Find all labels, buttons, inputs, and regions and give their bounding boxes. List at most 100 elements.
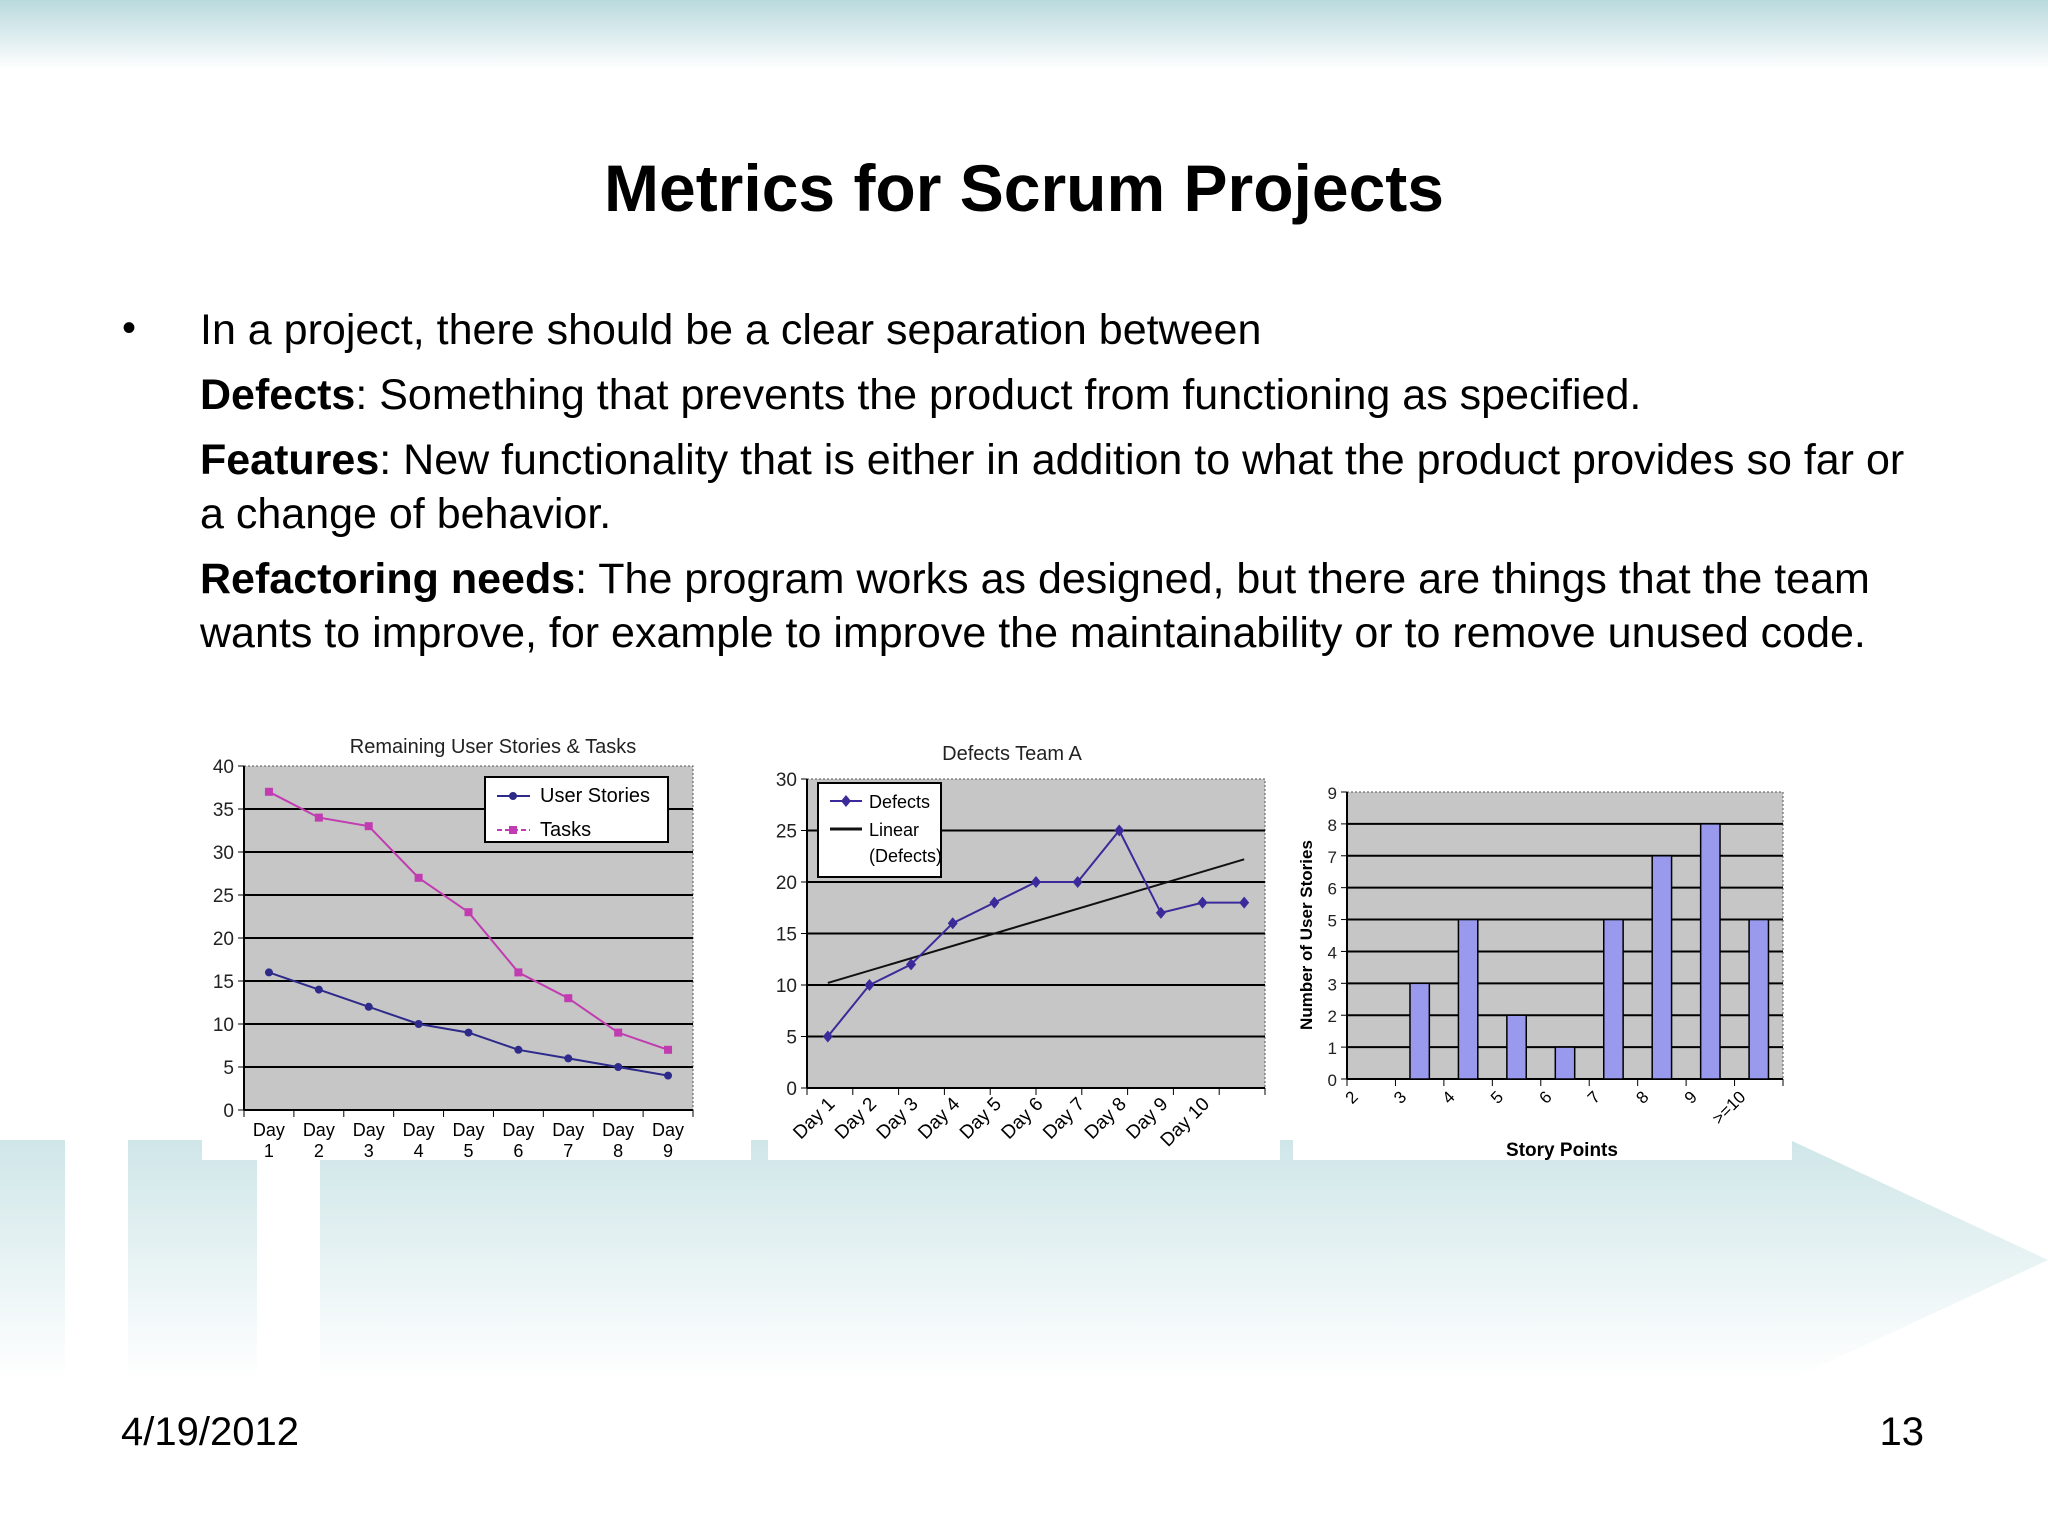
trendline-linear-defects <box>827 858 1245 984</box>
legend-label: User Stories <box>540 785 650 807</box>
definition: : Something that prevents the product fr… <box>355 371 1642 419</box>
y-tick-label: 5 <box>1328 912 1337 931</box>
y-tick-label: 10 <box>776 976 797 997</box>
data-point <box>614 1063 623 1071</box>
x-tick-label: Day <box>452 1120 484 1140</box>
y-tick-label: 1 <box>1328 1039 1337 1058</box>
y-tick-label: 8 <box>1328 816 1337 835</box>
legend-marker <box>509 826 517 834</box>
x-tick-label: Day <box>652 1120 684 1140</box>
data-point <box>1072 876 1083 888</box>
data-point <box>464 908 473 917</box>
bar <box>1603 918 1624 1080</box>
definition: : The program works as designed, but the… <box>200 555 1870 657</box>
data-point <box>664 1071 673 1080</box>
data-point <box>864 979 875 991</box>
x-tick-label: 4 <box>414 1141 424 1161</box>
x-tick-label: Day <box>602 1120 634 1140</box>
y-tick-label: 2 <box>1328 1007 1337 1026</box>
bar <box>1699 823 1721 1080</box>
y-tick-label: 0 <box>1328 1071 1337 1090</box>
x-tick-label: Day <box>353 1120 385 1140</box>
slide-title: Metrics for Scrum Projects <box>604 151 1444 225</box>
y-tick-label: 0 <box>223 1101 234 1122</box>
legend-label: Linear <box>869 820 919 840</box>
data-point <box>1155 906 1166 919</box>
term: Defects <box>200 371 356 419</box>
data-point <box>314 813 323 822</box>
bar <box>1554 1046 1576 1080</box>
legend-marker <box>509 792 517 800</box>
slide-body: In a project, there should be a clear se… <box>200 303 1920 671</box>
data-point <box>414 1020 423 1028</box>
bar <box>1748 918 1770 1080</box>
y-tick-label: 20 <box>213 929 234 950</box>
data-point <box>1031 876 1041 888</box>
y-tick-label: 40 <box>213 757 234 778</box>
page-number: 13 <box>1879 1410 1925 1454</box>
y-tick-label: 9 <box>1328 784 1337 803</box>
x-tick-label: 7 <box>563 1141 573 1161</box>
x-tick-label: 6 <box>513 1141 523 1161</box>
legend-label: Defects <box>869 792 930 812</box>
data-point <box>822 1030 833 1043</box>
legend-marker <box>841 795 851 807</box>
y-tick-label: 30 <box>213 843 234 864</box>
x-axis-title: Story Points <box>1506 1140 1618 1161</box>
y-tick-label: 25 <box>213 886 234 907</box>
data-point <box>314 985 323 994</box>
chart-title: Remaining User Stories & Tasks <box>350 736 636 758</box>
y-tick-label: 35 <box>213 800 234 821</box>
bar <box>1457 918 1479 1080</box>
data-point <box>664 1045 673 1054</box>
data-point <box>264 787 273 796</box>
x-tick-label: 9 <box>663 1141 673 1161</box>
y-tick-label: 3 <box>1328 975 1337 994</box>
x-tick-label: Day <box>403 1120 435 1140</box>
data-point <box>1239 896 1250 909</box>
term: Refactoring needs <box>200 555 576 603</box>
data-point <box>364 822 373 831</box>
bar <box>1651 855 1673 1080</box>
data-point <box>364 1002 373 1011</box>
term: Features <box>200 436 380 484</box>
data-point <box>464 1028 473 1037</box>
data-point <box>514 968 523 977</box>
bullet-icon: • <box>122 306 137 350</box>
definition: : New functionality that is either in ad… <box>200 436 1905 538</box>
y-tick-label: 4 <box>1328 943 1337 962</box>
data-point <box>989 896 1000 909</box>
data-point <box>906 958 917 971</box>
x-tick-label: 5 <box>463 1141 473 1161</box>
legend-label: Tasks <box>540 819 591 841</box>
data-point <box>947 917 958 930</box>
y-tick-label: 25 <box>776 822 797 843</box>
x-tick-label: Day <box>502 1120 534 1140</box>
x-tick-label: Day <box>303 1120 335 1140</box>
y-tick-label: 30 <box>776 770 797 791</box>
definition-features: Features: New functionality that is eith… <box>200 433 1920 541</box>
y-axis-title: Number of User Stories <box>1297 840 1316 1030</box>
y-tick-label: 6 <box>1328 880 1337 899</box>
data-point <box>1197 896 1208 909</box>
data-point <box>614 1028 623 1037</box>
chart-title: Defects Team A <box>942 743 1082 765</box>
y-tick-label: 20 <box>776 873 797 894</box>
y-tick-label: 5 <box>223 1058 234 1079</box>
y-tick-label: 15 <box>776 925 797 946</box>
x-tick-label: 8 <box>613 1141 623 1161</box>
legend-label: (Defects) <box>869 846 942 866</box>
x-tick-label: 2 <box>314 1141 324 1161</box>
data-point <box>564 1054 573 1063</box>
data-point <box>414 873 423 882</box>
footer-arrow-band <box>0 1140 2048 1380</box>
x-tick-label: Day <box>552 1120 584 1140</box>
y-tick-label: 7 <box>1328 848 1337 867</box>
data-point <box>1114 824 1125 837</box>
x-tick-label: 1 <box>264 1141 274 1161</box>
header-band <box>0 0 2048 70</box>
x-tick-label: Day <box>253 1120 285 1140</box>
data-point <box>514 1045 523 1054</box>
bar <box>1506 1014 1527 1080</box>
